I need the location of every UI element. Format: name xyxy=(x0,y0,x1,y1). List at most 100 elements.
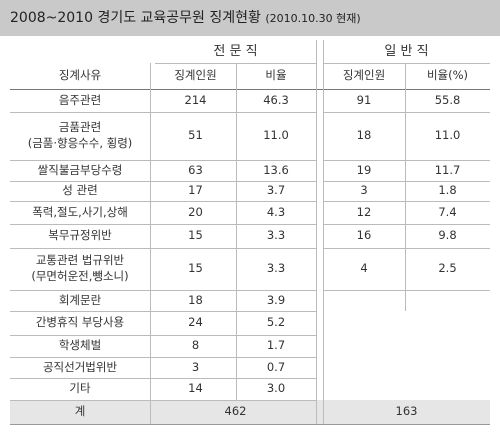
data-cell: 18 xyxy=(155,290,236,311)
rule xyxy=(10,89,490,90)
cell-text: (금품·향응수수, 횡령) xyxy=(27,136,133,150)
cell-text: 19 xyxy=(356,162,372,177)
data-cell: 63 xyxy=(155,160,236,181)
cell-text: 12 xyxy=(356,204,372,219)
cell-text: 3 xyxy=(360,183,368,198)
rule xyxy=(10,357,316,358)
data-cell: 18 xyxy=(323,112,405,160)
data-cell: 17 xyxy=(155,181,236,201)
data-cell: 0.7 xyxy=(236,357,316,378)
cell-text: 계 xyxy=(74,404,86,419)
row-label: 공직선거법위반 xyxy=(10,357,150,378)
rule xyxy=(10,311,316,312)
title: 2008~2010 경기도 교육공무원 징계현황 xyxy=(10,10,261,26)
cell-text: 5.2 xyxy=(266,315,286,330)
group-header: 일 반 직 xyxy=(323,40,490,63)
row-label: 쌀직불금부당수령 xyxy=(10,160,150,181)
data-cell: 3 xyxy=(323,181,405,201)
cell-text: 63 xyxy=(188,162,203,177)
title-note: (2010.10.30 현재) xyxy=(265,12,361,25)
rule xyxy=(10,181,316,182)
data-cell: 15 xyxy=(155,224,236,248)
data-cell: 3.3 xyxy=(236,248,316,290)
rule xyxy=(316,40,317,424)
cell-text: 462 xyxy=(224,404,247,419)
cell-text: 3.3 xyxy=(266,261,286,276)
cell-text: 쌀직불금부당수령 xyxy=(37,162,123,177)
data-cell: 3 xyxy=(155,357,236,378)
data-cell: 1.7 xyxy=(236,335,316,357)
data-cell: 7.4 xyxy=(405,201,490,224)
data-cell: 55.8 xyxy=(405,89,490,112)
cell-text: 55.8 xyxy=(434,92,461,107)
group-header: 전 문 직 xyxy=(155,40,316,63)
data-cell: 11.0 xyxy=(405,112,490,160)
cell-text: 간병휴직 부당사용 xyxy=(35,315,125,330)
rule xyxy=(323,40,324,424)
data-cell: 51 xyxy=(155,112,236,160)
rule xyxy=(236,63,237,400)
cell-text: 복무규정위반 xyxy=(48,228,112,243)
data-cell: 2.5 xyxy=(405,248,490,290)
cell-text: (무면허운전,뺑소니) xyxy=(31,269,129,283)
data-cell: 3.9 xyxy=(236,290,316,311)
rule xyxy=(10,248,316,249)
row-label: 간병휴직 부당사용 xyxy=(10,311,150,335)
cell-text: 4.3 xyxy=(266,204,286,219)
rule xyxy=(323,112,490,113)
cell-text: 24 xyxy=(188,315,203,330)
cell-text: 1.7 xyxy=(266,338,286,353)
cell-text: 2.5 xyxy=(438,261,457,276)
cell-text: 3.9 xyxy=(266,292,286,307)
rule xyxy=(323,290,490,291)
column-header: 징계사유 xyxy=(10,63,150,89)
column-header: 비율(%) xyxy=(405,63,490,89)
cell-text: 11.7 xyxy=(434,162,461,177)
row-label: 교통관련 법규위반 (무면허운전,뺑소니) xyxy=(10,248,150,290)
cell-text: 13.6 xyxy=(263,162,289,177)
cell-text: 91 xyxy=(356,92,372,107)
row-label: 금품관련 (금품·향응수수, 횡령) xyxy=(10,112,150,160)
cell-text: 징계인원 xyxy=(174,68,217,83)
row-label: 성 관련 xyxy=(10,181,150,201)
cell-text: 3 xyxy=(191,359,200,374)
cell-text: 비율(%) xyxy=(426,68,469,83)
data-cell: 5.2 xyxy=(236,311,316,335)
data-cell: 3.0 xyxy=(236,378,316,400)
data-cell: 24 xyxy=(155,311,236,335)
cell-text: 징계인원 xyxy=(342,68,386,83)
rule xyxy=(323,248,490,249)
data-cell: 14 xyxy=(155,378,236,400)
cell-text: 비율 xyxy=(265,68,287,83)
cell-text: 공직선거법위반 xyxy=(42,359,118,374)
title-bar: 2008~2010 경기도 교육공무원 징계현황 (2010.10.30 현재) xyxy=(0,0,500,36)
data-cell: 46.3 xyxy=(236,89,316,112)
rule xyxy=(323,160,490,161)
data-cell: 16 xyxy=(323,224,405,248)
cell-text: 음주관련 xyxy=(58,92,102,107)
data-cell: 15 xyxy=(155,248,236,290)
total-cell: 462 xyxy=(155,400,316,424)
column-header: 비율 xyxy=(236,63,316,89)
cell-text: 0.7 xyxy=(266,359,286,374)
data-cell: 4.3 xyxy=(236,201,316,224)
cell-text: 폭력,절도,사기,상해 xyxy=(32,204,128,219)
cell-text: 14 xyxy=(188,381,203,396)
cell-text: 전 문 직 xyxy=(213,43,258,59)
cell-text: 1.8 xyxy=(438,183,457,198)
data-cell: 8 xyxy=(155,335,236,357)
cell-text: 일 반 직 xyxy=(384,43,429,59)
row-label: 음주관련 xyxy=(10,89,150,112)
cell-text: 3.7 xyxy=(266,183,286,198)
cell-text: 11.0 xyxy=(434,128,461,143)
cell-text: 9.8 xyxy=(438,228,457,243)
cell-text: 7.4 xyxy=(438,204,457,219)
data-cell: 91 xyxy=(323,89,405,112)
cell-text: 금품관련 xyxy=(58,120,102,135)
rule xyxy=(10,224,316,225)
rule xyxy=(10,378,316,379)
cell-text: 기타 xyxy=(69,381,91,396)
cell-text: 15 xyxy=(188,228,203,243)
cell-text: 214 xyxy=(184,92,207,107)
